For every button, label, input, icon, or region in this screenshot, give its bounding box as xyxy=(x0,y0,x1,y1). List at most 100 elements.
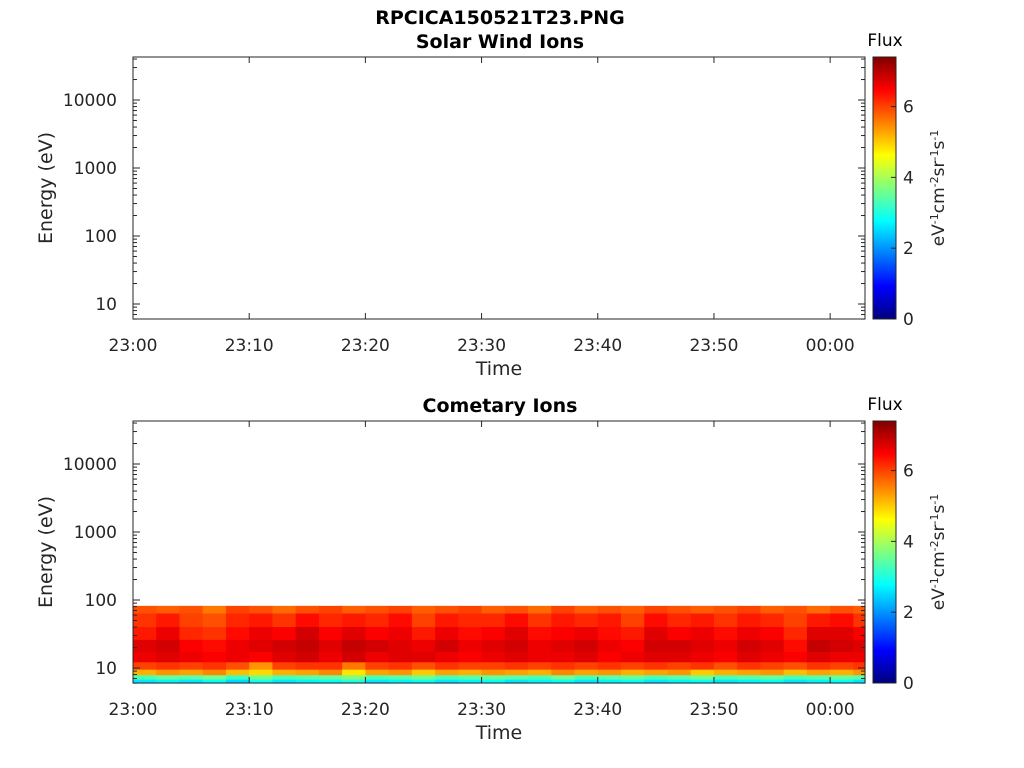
heatmap-cell xyxy=(156,662,181,671)
colorbar-tick-label: 0 xyxy=(903,310,914,330)
heatmap-cell xyxy=(365,627,390,641)
x-tick-label: 23:00 xyxy=(109,700,158,720)
heatmap-cell xyxy=(830,627,854,641)
heatmap-cell xyxy=(481,669,506,676)
heatmap-cell xyxy=(597,662,622,671)
heatmap-cell xyxy=(760,652,785,663)
heatmap-cell xyxy=(481,679,506,684)
heatmap-cell xyxy=(830,613,854,628)
heatmap-cell xyxy=(644,679,669,684)
heatmap-cell xyxy=(481,639,506,653)
heatmap-cell xyxy=(295,675,320,681)
heatmap-cell xyxy=(853,669,866,676)
heatmap-cell xyxy=(667,605,692,615)
heatmap-cell xyxy=(318,675,343,681)
heatmap-cell xyxy=(272,652,297,663)
heatmap-cell xyxy=(830,662,854,671)
heatmap-cell xyxy=(156,669,181,676)
heatmap-cell xyxy=(760,662,785,671)
heatmap-cell xyxy=(365,639,390,653)
heatmap-cell xyxy=(737,679,762,684)
heatmap-cell xyxy=(249,679,274,684)
heatmap-cell xyxy=(179,639,204,653)
heatmap-cell xyxy=(481,675,506,681)
heatmap-cell xyxy=(225,652,250,663)
heatmap-cell xyxy=(249,652,274,663)
heatmap-cell xyxy=(760,679,785,684)
heatmap-cell xyxy=(179,662,204,671)
heatmap-cell xyxy=(318,613,343,628)
colorbar-tick-label: 0 xyxy=(903,674,914,694)
heatmap-cell xyxy=(528,639,552,653)
heatmap-cell xyxy=(458,639,483,653)
heatmap-cell xyxy=(272,679,297,684)
heatmap-cell xyxy=(528,669,552,676)
heatmap-cell xyxy=(179,613,204,628)
heatmap-cell xyxy=(295,605,320,615)
heatmap-cell xyxy=(458,627,483,641)
y-tick-label: 1000 xyxy=(74,159,117,179)
heatmap-cell xyxy=(574,675,599,681)
heatmap-cell xyxy=(853,613,866,628)
heatmap-cell xyxy=(644,627,669,641)
heatmap-cell xyxy=(133,605,157,615)
heatmap-cell xyxy=(667,669,692,676)
heatmap-cell xyxy=(551,662,576,671)
heatmap-cell xyxy=(388,679,413,684)
heatmap-cell xyxy=(133,679,157,684)
heatmap-cell xyxy=(806,639,831,653)
heatmap-cell xyxy=(249,627,274,641)
heatmap-cell xyxy=(458,605,483,615)
heatmap-cell xyxy=(667,639,692,653)
colorbar-unit-label: eV-1cm-2sr-1s-1 xyxy=(928,494,949,611)
x-tick-label: 23:20 xyxy=(341,700,390,720)
heatmap-cell xyxy=(156,675,181,681)
heatmap-cell xyxy=(249,662,274,671)
heatmap-cell xyxy=(806,675,831,681)
heatmap-cell xyxy=(295,679,320,684)
heatmap-cell xyxy=(528,662,552,671)
heatmap-cell xyxy=(272,662,297,671)
heatmap-cell xyxy=(318,627,343,641)
y-tick-label: 10 xyxy=(95,295,117,315)
heatmap-cell xyxy=(621,662,645,671)
heatmap-cell xyxy=(202,669,227,676)
heatmap-cell xyxy=(342,675,366,681)
heatmap-cell xyxy=(528,679,552,684)
heatmap-cell xyxy=(667,613,692,628)
colorbar-gradient xyxy=(872,420,897,684)
heatmap-cell xyxy=(179,605,204,615)
heatmap-cell xyxy=(249,669,274,676)
heatmap-cell xyxy=(411,662,436,671)
heatmap-cell xyxy=(783,627,808,641)
heatmap-cell xyxy=(225,669,250,676)
heatmap-cell xyxy=(133,669,157,676)
heatmap-cell xyxy=(504,639,529,653)
heatmap-cell xyxy=(853,652,866,663)
heatmap-cell xyxy=(621,652,645,663)
heatmap-cell xyxy=(667,679,692,684)
heatmap-cell xyxy=(249,613,274,628)
heatmap-cell xyxy=(133,613,157,628)
x-tick-label: 00:00 xyxy=(806,700,855,720)
heatmap-cell xyxy=(365,662,390,671)
heatmap-cell xyxy=(644,605,669,615)
heatmap-cell xyxy=(574,639,599,653)
heatmap-cell xyxy=(551,605,576,615)
heatmap-cell xyxy=(342,605,366,615)
heatmap-cell xyxy=(295,669,320,676)
heatmap-cell xyxy=(435,662,459,671)
heatmap-cell xyxy=(574,627,599,641)
heatmap-cell xyxy=(388,639,413,653)
x-tick-label: 23:10 xyxy=(225,336,274,356)
heatmap-cell xyxy=(202,613,227,628)
heatmap-cell xyxy=(365,679,390,684)
heatmap-cell xyxy=(551,613,576,628)
heatmap-cell xyxy=(295,639,320,653)
heatmap-cell xyxy=(806,627,831,641)
panel-cometary: Cometary Ions 23:00 23:10 23:20 23:30 23:40 2… xyxy=(35,395,949,744)
heatmap-cell xyxy=(574,605,599,615)
heatmap-cell xyxy=(713,662,738,671)
colorbar-gradient xyxy=(872,56,897,320)
heatmap-cell xyxy=(806,613,831,628)
